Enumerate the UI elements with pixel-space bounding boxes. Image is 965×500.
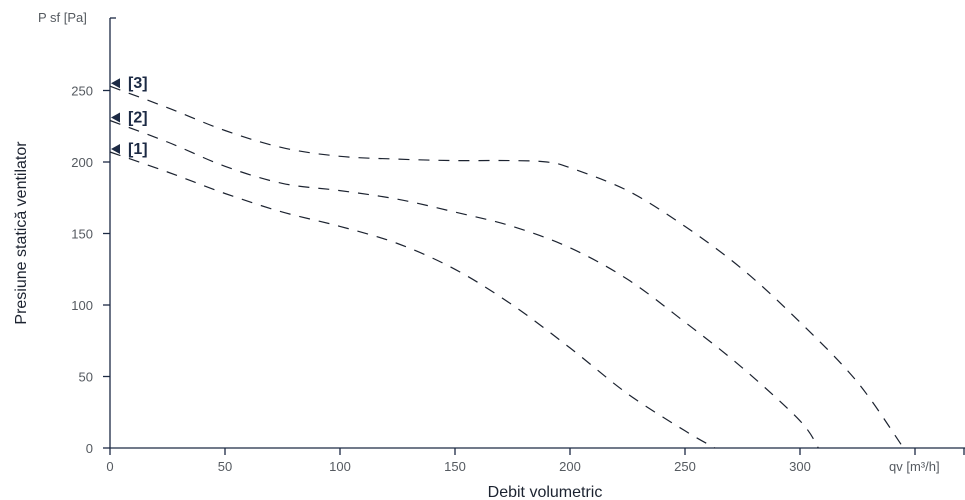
x-tick-label: 50: [218, 459, 232, 474]
y-ticks: 0 50 100 150 200 250: [71, 84, 110, 456]
curve-label: [2]: [128, 110, 148, 127]
x-tick-label: 300: [789, 459, 811, 474]
curve-label: [1]: [128, 141, 148, 158]
y-tick-label: 250: [71, 84, 93, 99]
curve-marker-arrow: [111, 143, 120, 154]
x-ticks: 0 50 100 150 200 250 300: [106, 448, 916, 474]
curves: [109, 85, 904, 449]
x-tick-label: 200: [559, 459, 581, 474]
y-tick-label: 0: [86, 441, 93, 456]
x-axis-title: Debit volumetric: [488, 484, 603, 500]
y-tick-label: 200: [71, 155, 93, 170]
x-unit-label: qv [m³/h]: [889, 459, 940, 474]
curve-marker-arrow: [111, 78, 120, 89]
x-tick-label: 250: [674, 459, 696, 474]
y-unit-label: P sf [Pa]: [38, 10, 87, 25]
y-axis-title: Presiune statică ventilator: [13, 141, 30, 325]
curve-series: [109, 151, 716, 449]
curve-marker-arrow: [111, 112, 120, 123]
x-tick-label: 100: [329, 459, 351, 474]
curve-series: [109, 85, 904, 449]
y-tick-label: 150: [71, 227, 93, 242]
y-tick-label: 100: [71, 298, 93, 313]
curve-series: [109, 119, 819, 449]
curve-label: [3]: [128, 75, 148, 92]
axes: [109, 17, 965, 455]
curve-labels: [1] [2] [3]: [111, 75, 148, 158]
x-tick-label: 150: [444, 459, 466, 474]
y-tick-label: 50: [79, 370, 93, 385]
x-tick-label: 0: [106, 459, 113, 474]
